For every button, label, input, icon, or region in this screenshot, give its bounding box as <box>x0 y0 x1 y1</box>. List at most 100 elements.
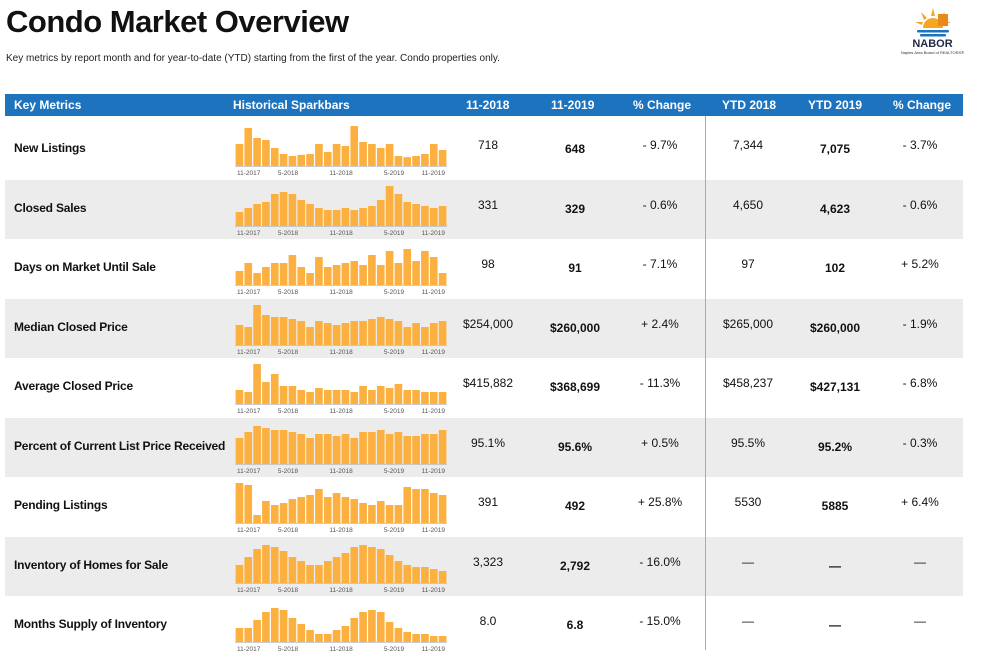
sparkbar <box>341 433 350 464</box>
sparkbar <box>279 386 288 404</box>
value-ytd-2019: — <box>829 558 841 573</box>
sparkbar-axis-label: 11-2018 <box>329 170 353 177</box>
value-11-2018: $254,000 <box>462 316 514 331</box>
sparkbar <box>315 433 323 464</box>
sparkbar <box>412 156 420 166</box>
sparkbar <box>438 636 447 642</box>
sparkbar-axis-label: 11-2017 <box>237 408 261 415</box>
sparkbar <box>385 388 394 404</box>
sparkbar-chart: 11-2017 5-2018 11-2018 5-2019 11-2019 <box>235 304 447 356</box>
sparkbar <box>270 505 279 523</box>
sparkbar <box>350 320 359 345</box>
value-pct-change: - 0.6% <box>642 197 678 212</box>
sparkbar-axis-label: 5-2019 <box>384 289 405 296</box>
sparkbar <box>288 386 297 404</box>
sparkbar <box>385 433 394 464</box>
value-pct-change: + 25.8% <box>637 495 683 509</box>
value-ytd-2018: 95.5% <box>730 435 766 450</box>
col-11-2018: 11-2018 <box>466 98 510 112</box>
sparkbar <box>315 388 323 404</box>
sparkbar <box>270 608 279 642</box>
sparkbar-axis-label: 5-2018 <box>278 527 299 534</box>
sparkbar <box>262 544 270 583</box>
value-pct-change: - 11.3% <box>639 376 681 390</box>
sparkbar <box>341 626 350 642</box>
sparkbar-axis-label: 11-2017 <box>237 468 261 475</box>
sparkbar <box>235 324 244 345</box>
sparkbar <box>288 318 297 345</box>
sparkbar <box>270 263 279 285</box>
sparkbar <box>332 144 341 166</box>
sparkbar <box>279 610 288 642</box>
sparkbar <box>403 157 412 166</box>
sparkbar <box>297 390 306 404</box>
sparkbar <box>315 634 323 642</box>
value-ytd-2019: $427,131 <box>809 380 861 394</box>
sparkbar <box>297 433 306 464</box>
sparkbar <box>297 154 306 166</box>
sparkbar <box>341 552 350 583</box>
sparkbar <box>297 199 306 226</box>
sparkbar <box>438 392 447 404</box>
sparkbar-chart: 11-2017 5-2018 11-2018 5-2019 11-2019 <box>235 425 447 475</box>
sparkbar <box>235 483 244 523</box>
sparkbar <box>376 612 385 642</box>
sparkbar <box>306 326 314 345</box>
sparkbar <box>332 435 341 464</box>
sparkbar-axis-label: 11-2019 <box>422 349 446 356</box>
sparkbar <box>235 271 244 285</box>
sparkbar <box>350 261 359 285</box>
sparkbar <box>438 320 447 345</box>
sparkbar <box>429 636 438 642</box>
value-11-2019: $368,699 <box>549 380 601 394</box>
logo-name: NABOR <box>912 38 953 50</box>
sparkbar <box>429 493 438 523</box>
sparkbar <box>412 322 420 345</box>
sparkbar <box>244 326 253 345</box>
sparkbar <box>323 267 332 285</box>
sparkbar <box>403 201 412 226</box>
sparkbar <box>288 156 297 166</box>
sparkbar <box>270 316 279 345</box>
sparkbar <box>297 497 306 523</box>
sparkbar <box>394 156 403 166</box>
sparkbar <box>297 624 306 642</box>
metric-label: Closed Sales <box>14 200 87 215</box>
value-ytd-pct-change: - 0.3% <box>902 435 938 450</box>
sparkbar <box>279 503 288 523</box>
sparkbar <box>262 427 270 464</box>
sparkbar-axis-label: 11-2019 <box>422 468 446 475</box>
sparkbar <box>270 546 279 583</box>
value-11-2019: 91 <box>568 261 582 275</box>
sparkbar <box>368 505 376 523</box>
sparkbar <box>332 493 341 523</box>
sparkbar <box>235 564 244 583</box>
sparkbar <box>429 257 438 285</box>
sparkbar <box>385 554 394 583</box>
sparkbar <box>359 544 367 583</box>
table-row-1: New Listings 11-2017 5-2018 11-2018 5-2019 1… <box>5 120 963 179</box>
metric-label: Months Supply of Inventory <box>14 617 167 631</box>
sparkbar <box>244 207 253 226</box>
metric-label: Days on Market Until Sale <box>14 260 156 274</box>
sparkbar <box>306 154 314 166</box>
sparkbar-axis-label: 11-2019 <box>422 527 446 534</box>
sparkbar <box>279 154 288 166</box>
sparkbar <box>262 267 270 285</box>
sparkbar <box>403 326 412 345</box>
sparkbar <box>262 501 270 523</box>
sparkbar <box>403 487 412 523</box>
sparkbar-axis-label: 11-2017 <box>237 527 261 534</box>
sparkbar <box>368 610 376 642</box>
sparkbar <box>323 209 332 226</box>
sparkbar <box>270 374 279 404</box>
sparkbar <box>412 435 420 464</box>
sparkbar <box>235 144 244 166</box>
sparkbar <box>288 556 297 583</box>
sparkbar <box>341 263 350 285</box>
sparkbar-axis-label: 5-2019 <box>384 349 405 356</box>
sparkbar-chart: 11-2017 5-2018 11-2018 5-2019 11-2019 <box>235 483 447 534</box>
value-pct-change: - 9.7% <box>642 138 678 152</box>
sparkbar <box>323 390 332 404</box>
sparkbar <box>403 564 412 583</box>
